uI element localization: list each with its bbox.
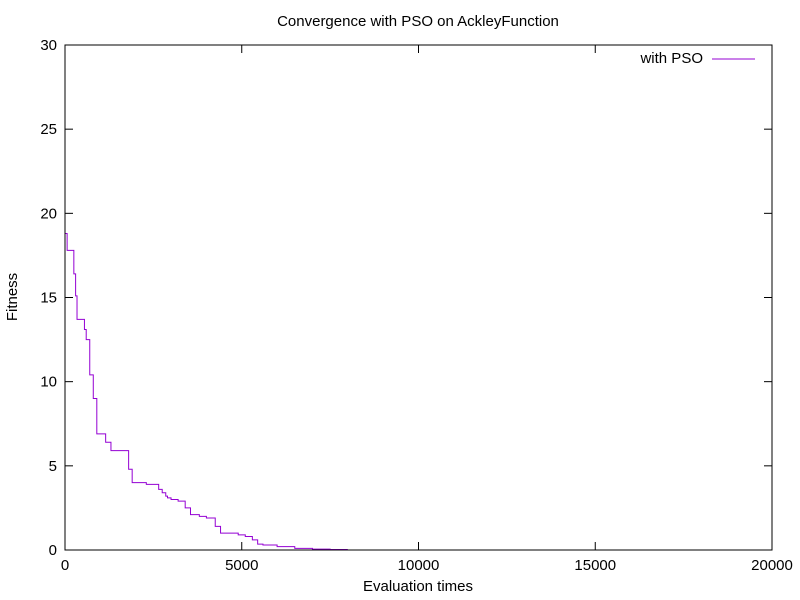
y-tick-label: 15: [40, 290, 57, 307]
plot-frame: [64, 44, 773, 551]
x-tick-label: 5000: [225, 557, 258, 574]
y-tick-label: 0: [49, 542, 57, 559]
legend-label: with PSO: [639, 50, 703, 67]
y-tick-label: 10: [40, 374, 57, 391]
x-tick-label: 10000: [398, 557, 440, 574]
x-axis-label: Evaluation times: [363, 578, 473, 595]
y-tick-label: 30: [40, 37, 57, 54]
series-line-with-pso: [65, 233, 348, 550]
y-axis-label: Fitness: [4, 273, 21, 321]
axis-ticks: [64, 44, 773, 551]
y-tick-label: 25: [40, 121, 57, 138]
x-tick-label: 0: [61, 557, 69, 574]
x-tick-label: 15000: [574, 557, 616, 574]
x-tick-label: 20000: [751, 557, 793, 574]
chart-title: Convergence with PSO on AckleyFunction: [277, 13, 559, 30]
axis-tick-labels: 0 5000 10000 15000 20000 0 5 10 15 20 25 30: [40, 37, 793, 574]
series-layer: [65, 233, 348, 550]
legend: with PSO: [639, 50, 755, 67]
y-tick-label: 5: [49, 458, 57, 475]
y-tick-label: 20: [40, 205, 57, 222]
